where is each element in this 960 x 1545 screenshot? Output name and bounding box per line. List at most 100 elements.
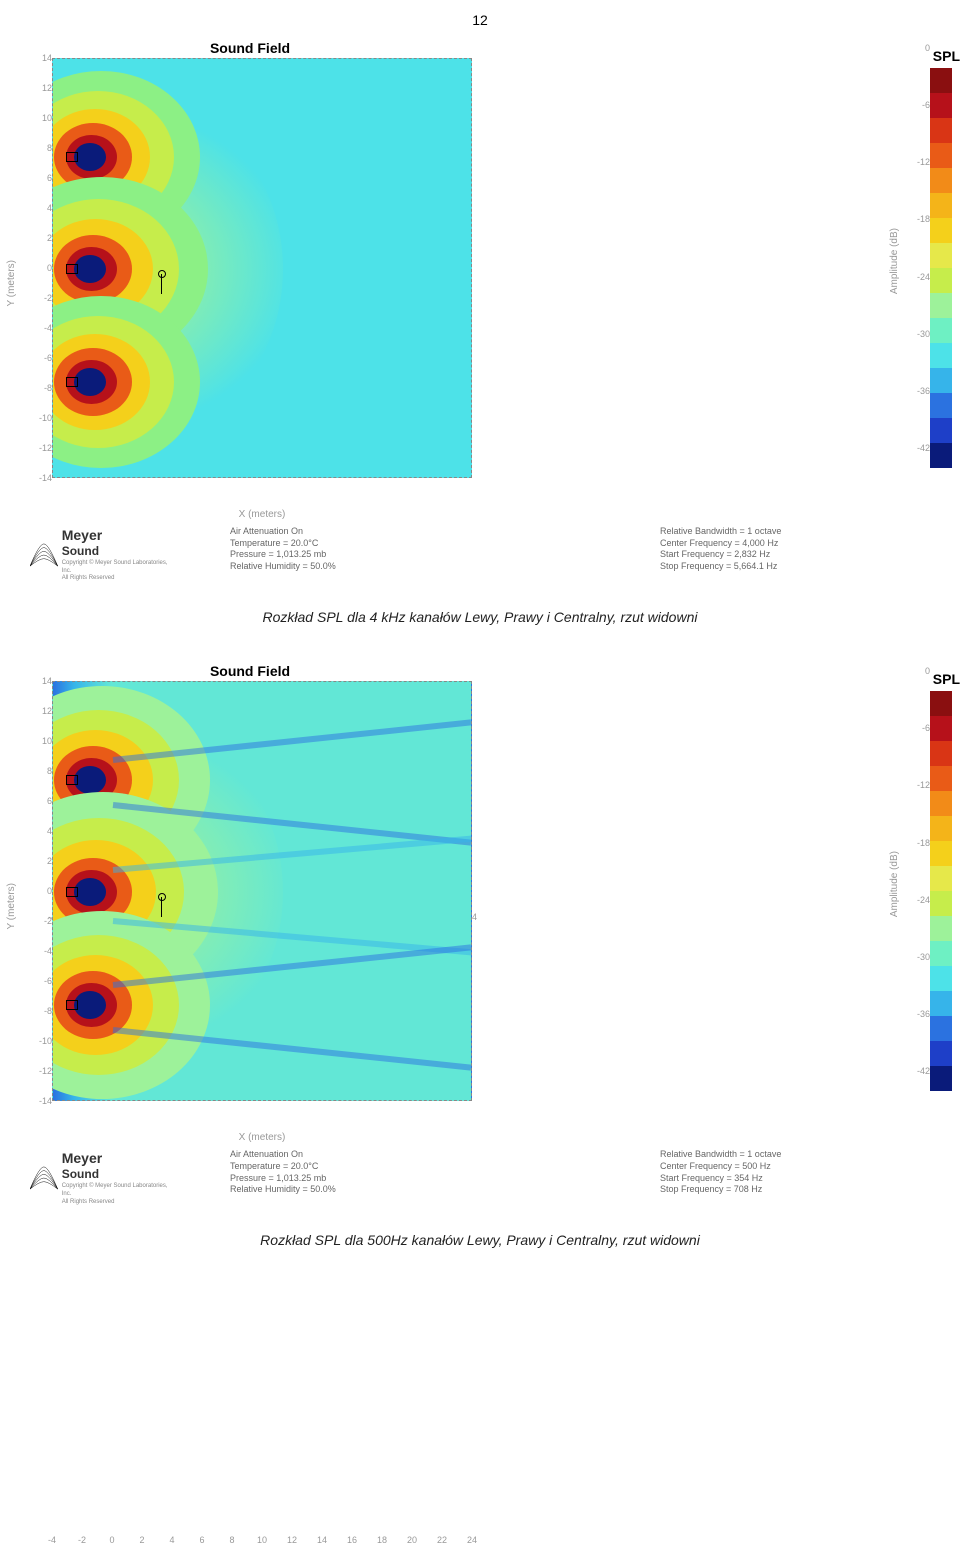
x-tick: 16 [347,1535,357,1545]
y-tick: -6 [32,353,52,363]
spl-tick: 0 [925,43,930,53]
info-line: Temperature = 20.0°C [230,1161,420,1173]
meyer-rights: All Rights Reserved [62,1199,170,1207]
y-tick: 6 [32,173,52,183]
figure1-info-left: Air Attenuation OnTemperature = 20.0°CPr… [230,526,420,583]
x-tick: 22 [437,1535,447,1545]
spl-tick: -12 [917,780,930,790]
speaker-marker [66,887,78,897]
spl-colorbar [930,68,952,468]
y-tick: 6 [32,796,52,806]
y-tick: -4 [32,946,52,956]
info-line: Temperature = 20.0°C [230,538,420,550]
x-tick: -4 [48,1535,56,1545]
spl-tick: -42 [917,443,930,453]
x-tick: -2 [78,1535,86,1545]
spl-segment [930,1041,952,1066]
spl-segment [930,93,952,118]
spl-segment [930,443,952,468]
info-line: Center Frequency = 4,000 Hz [660,538,880,550]
spl-legend-2: SPL 0-6-12-18-24-30-36-42 Amplitude (dB) [900,671,960,1091]
x-tick: 14 [317,1535,327,1545]
figure-2: Sound Field 14121086420-2-4-6-8-10-12-14… [0,663,960,1248]
spl-segment [930,218,952,243]
info-line: Air Attenuation On [230,526,420,538]
y-tick: 10 [32,113,52,123]
spl-tick: -24 [917,895,930,905]
spl-title: SPL [900,48,960,64]
y-tick: 4 [32,203,52,213]
spl-contour [74,368,106,396]
y-tick: -10 [32,413,52,423]
figure2-info-right: Relative Bandwidth = 1 octaveCenter Freq… [660,1149,880,1206]
x-tick: 10 [257,1535,267,1545]
y-tick: -12 [32,1066,52,1076]
spl-segment [930,716,952,741]
figure1-info-right: Relative Bandwidth = 1 octaveCenter Freq… [660,526,880,583]
info-line: Center Frequency = 500 Hz [660,1161,880,1173]
spl-tick: -30 [917,952,930,962]
spl-segment [930,68,952,93]
y-tick: -4 [32,323,52,333]
spl-contour [74,143,106,171]
x-tick: 0 [109,1535,114,1545]
spl-segment [930,866,952,891]
spl-segment [930,991,952,1016]
spl-contour [74,255,106,283]
y-tick: -2 [32,916,52,926]
spl-contour [74,991,106,1019]
info-line: Stop Frequency = 708 Hz [660,1184,880,1196]
spl-segment [930,118,952,143]
info-line: Air Attenuation On [230,1149,420,1161]
meyer-copyright: Copyright © Meyer Sound Laboratories, In… [62,1183,170,1199]
figure2-info-left: Air Attenuation OnTemperature = 20.0°CPr… [230,1149,420,1206]
spl-segment [930,268,952,293]
info-line: Relative Bandwidth = 1 octave [660,1149,880,1161]
spl-segment [930,393,952,418]
speaker-marker [66,264,78,274]
y-tick: 12 [32,706,52,716]
spl-tick: -36 [917,1009,930,1019]
speaker-marker [66,775,78,785]
speaker-marker [66,152,78,162]
spl-tick: -18 [917,838,930,848]
y-tick: -10 [32,1036,52,1046]
spl-segment [930,243,952,268]
plot-title-2: Sound Field [24,663,476,679]
plot-area-2: Sound Field 14121086420-2-4-6-8-10-12-14… [24,663,476,1115]
spl-segment [930,1066,952,1091]
meyer-logo: Meyer Sound Copyright © Meyer Sound Labo… [30,1149,170,1206]
info-line: Relative Humidity = 50.0% [230,1184,420,1196]
spl-tick: -24 [917,272,930,282]
x-tick: 6 [199,1535,204,1545]
spl-segment [930,741,952,766]
spl-segment [930,916,952,941]
spl-colorbar [930,691,952,1091]
spl-tick: -6 [922,723,930,733]
y-tick: -14 [32,473,52,483]
spl-segment [930,193,952,218]
y-tick: 0 [32,263,52,273]
info-line: Start Frequency = 354 Hz [660,1173,880,1185]
spl-segment [930,691,952,716]
info-line: Stop Frequency = 5,664.1 Hz [660,561,880,573]
spl-segment [930,168,952,193]
info-line: Relative Bandwidth = 1 octave [660,526,880,538]
spl-segment [930,891,952,916]
speaker-marker [66,377,78,387]
speaker-marker [66,1000,78,1010]
x-tick: 8 [229,1535,234,1545]
meyer-logo: Meyer Sound Copyright © Meyer Sound Labo… [30,526,170,583]
meyer-name: Meyer [62,526,170,544]
spl-tick: 0 [925,666,930,676]
x-axis-label-2: X (meters) [52,1132,472,1143]
spl-segment [930,318,952,343]
spl-segment [930,343,952,368]
y-tick: 4 [32,826,52,836]
y-ticks: 14121086420-2-4-6-8-10-12-14 [32,58,52,478]
microphone-icon [161,897,162,917]
spl-segment [930,1016,952,1041]
y-tick: -6 [32,976,52,986]
spl-tick: -12 [917,157,930,167]
spl-axis-label: Amplitude (dB) [889,851,900,917]
